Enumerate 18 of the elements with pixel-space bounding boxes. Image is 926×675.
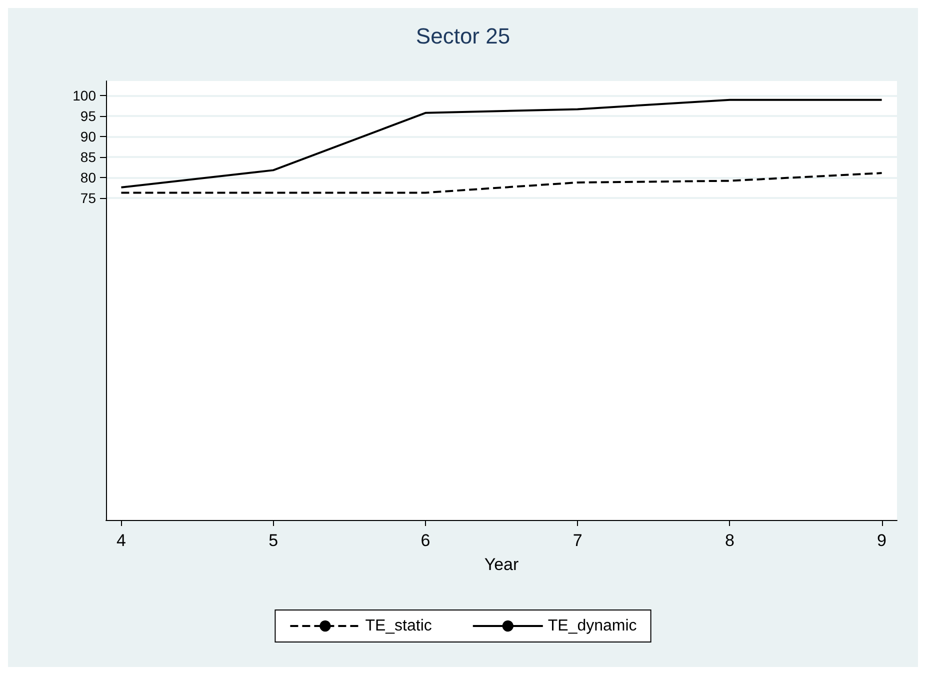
y-tick-label: 95 — [80, 108, 96, 124]
legend-label: TE_static — [365, 618, 432, 634]
y-tick-label: 80 — [80, 170, 96, 186]
x-tick-label: 9 — [877, 531, 887, 550]
y-tick-label: 90 — [80, 128, 96, 145]
x-tick-label: 5 — [268, 531, 278, 550]
x-axis-title: Year — [484, 555, 520, 574]
legend-label: TE_dynamic — [548, 618, 637, 634]
y-tick-label: 75 — [80, 190, 96, 206]
line-series — [120, 98, 883, 188]
y-tick-label: 100 — [72, 88, 96, 104]
chart-title: Sector 25 — [416, 24, 510, 48]
x-tick-label: 7 — [572, 531, 582, 550]
y-tick-label: 85 — [80, 149, 96, 166]
x-tick-label: 4 — [116, 531, 126, 550]
x-tick-label: 6 — [420, 531, 430, 550]
line-series — [120, 172, 883, 194]
x-tick-label: 8 — [724, 531, 734, 550]
